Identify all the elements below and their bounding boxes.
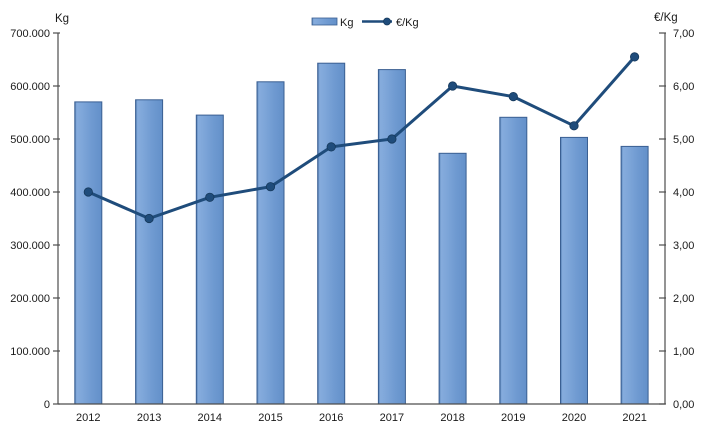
marker-2016 (326, 142, 336, 152)
left-tick-label: 500.000 (10, 134, 50, 146)
left-tick-label: 100.000 (10, 346, 50, 358)
right-tick-label: 3,00 (673, 240, 694, 252)
marker-2020 (569, 121, 579, 131)
price-line-markers (83, 52, 640, 224)
bar-series-kg (74, 62, 649, 405)
marker-2013 (144, 213, 154, 224)
bar-2012 (74, 101, 103, 405)
right-tick-label: 2,00 (673, 293, 694, 305)
left-tick-label: 700.000 (10, 28, 50, 40)
right-axis-title: €/Kg (654, 12, 678, 24)
x-axis-label-2016: 2016 (319, 412, 343, 424)
bar-2017 (377, 69, 406, 405)
right-tick-label: 4,00 (673, 187, 694, 199)
marker-2018 (447, 81, 458, 91)
marker-2012 (83, 187, 93, 197)
marker-2021 (629, 52, 640, 62)
marker-2017 (387, 134, 397, 144)
left-tick-label: 600.000 (10, 81, 50, 93)
legend-label-kg: Kg (340, 17, 353, 29)
legend-bar-swatch (311, 17, 338, 26)
right-tick-label: 0,00 (673, 399, 694, 411)
right-tick-label: 6,00 (673, 81, 694, 93)
left-tick-label: 300.000 (10, 240, 50, 252)
x-axis-label-2020: 2020 (562, 412, 586, 424)
left-tick-label: 400.000 (10, 187, 50, 199)
left-axis-title: Kg (55, 13, 69, 25)
x-axis-label-2017: 2017 (380, 412, 404, 424)
right-tick-label: 1,00 (673, 346, 694, 358)
bar-2014 (195, 114, 224, 405)
x-axis-label-2015: 2015 (258, 412, 282, 424)
right-tick-label: 7,00 (673, 28, 694, 40)
bar-2015 (256, 81, 285, 405)
bar-2020 (560, 136, 588, 405)
marker-2019 (508, 92, 518, 102)
legend-line-marker (383, 17, 391, 26)
bar-2021 (620, 145, 649, 405)
legend: Kg €/Kg (311, 17, 419, 29)
x-axis-label-2013: 2013 (137, 412, 161, 424)
right-tick-label: 5,00 (673, 134, 694, 146)
bar-2018 (438, 152, 467, 405)
x-axis-labels: 2012 2013 2014 2015 2016 2017 2018 2019 2020 2021 (76, 412, 647, 424)
bar-2013 (135, 99, 164, 405)
marker-2015 (265, 182, 276, 192)
left-tick-label: 0 (44, 399, 50, 411)
bar-2019 (499, 116, 528, 405)
marker-2014 (205, 192, 215, 202)
price-line (86, 55, 637, 220)
x-axis-label-2018: 2018 (440, 412, 464, 424)
bar-2016 (317, 62, 346, 405)
right-axis-ticks: 7,00 6,00 5,00 4,00 3,00 2,00 1,00 0,00 (659, 28, 694, 411)
legend-label-eur-kg: €/Kg (396, 17, 419, 29)
x-axis-label-2021: 2021 (622, 412, 646, 424)
left-axis-ticks: 700.000 600.000 500.000 400.000 300.000 200.0… (10, 28, 60, 411)
left-tick-label: 200.000 (10, 293, 50, 305)
axes (57, 33, 666, 405)
x-axis-label-2012: 2012 (76, 412, 100, 424)
x-axis-label-2019: 2019 (501, 412, 525, 424)
x-axis-label-2014: 2014 (198, 412, 222, 424)
